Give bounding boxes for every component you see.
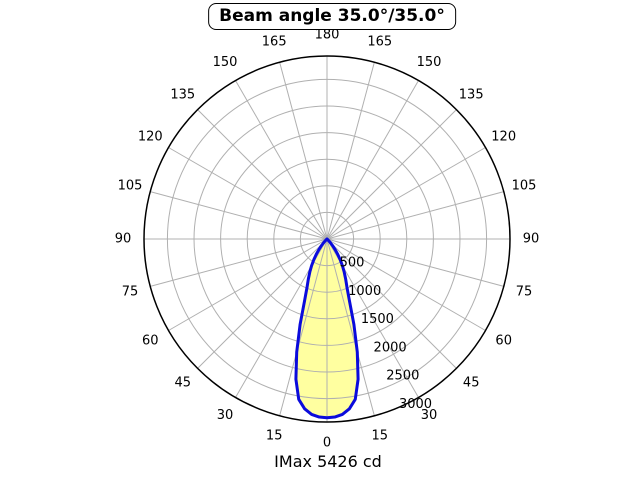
- angle-spoke: [197, 109, 328, 240]
- angle-tick-label: 45: [463, 376, 480, 391]
- angle-tick-label: 135: [170, 87, 195, 102]
- beam-outline: [294, 237, 360, 420]
- angle-tick-label: 60: [495, 334, 512, 349]
- angle-tick-label: 90: [523, 232, 540, 247]
- angle-spoke: [168, 238, 328, 331]
- angle-spoke: [326, 238, 375, 416]
- angle-tick-label: 180: [315, 28, 340, 43]
- angle-tick-label: 150: [213, 55, 238, 70]
- angle-spoke: [326, 238, 486, 331]
- chart-title: Beam angle 35.0°/35.0°: [208, 3, 456, 30]
- angle-tick-label: 120: [491, 130, 516, 145]
- angle-tick-label: 105: [118, 179, 143, 194]
- outer-circle: [143, 55, 511, 423]
- radial-tick-label: 2000: [374, 340, 407, 355]
- radial-tick-label: 2500: [386, 369, 419, 384]
- angle-spoke: [168, 147, 328, 240]
- angle-spoke: [326, 80, 419, 240]
- angle-spoke: [235, 80, 328, 240]
- radial-tick-label: 1500: [361, 312, 394, 327]
- angle-tick-label: 75: [516, 284, 533, 299]
- radial-tick-label: 1000: [348, 284, 381, 299]
- angle-spoke: [326, 62, 375, 240]
- angle-tick-label: 135: [459, 87, 484, 102]
- angle-spoke: [326, 238, 457, 369]
- angle-tick-label: 150: [417, 55, 442, 70]
- angle-tick-label: 165: [262, 35, 287, 50]
- angle-tick-label: 75: [122, 284, 139, 299]
- angle-tick-label: 60: [142, 334, 159, 349]
- angle-tick-label: 120: [138, 130, 163, 145]
- angle-tick-label: 90: [115, 232, 132, 247]
- angle-spoke: [197, 238, 328, 369]
- radial-tick-label: 500: [340, 256, 365, 271]
- angle-spoke: [326, 238, 504, 287]
- angle-spoke: [279, 62, 328, 240]
- angle-spoke: [326, 191, 504, 240]
- angle-tick-label: 30: [421, 408, 438, 423]
- imax-label: IMax 5426 cd: [274, 452, 382, 471]
- angle-tick-label: 15: [266, 429, 283, 444]
- angle-spoke: [150, 238, 328, 287]
- angle-spoke: [326, 147, 486, 240]
- angle-spoke: [326, 109, 457, 240]
- angle-tick-label: 45: [175, 376, 192, 391]
- angle-spoke: [150, 191, 328, 240]
- radial-tick-label: 3000: [399, 397, 432, 412]
- angle-tick-label: 0: [323, 436, 331, 451]
- angle-tick-label: 165: [367, 35, 392, 50]
- angle-tick-label: 15: [372, 429, 389, 444]
- angle-tick-label: 105: [512, 179, 537, 194]
- angle-spoke: [279, 238, 328, 416]
- angle-tick-label: 30: [217, 408, 234, 423]
